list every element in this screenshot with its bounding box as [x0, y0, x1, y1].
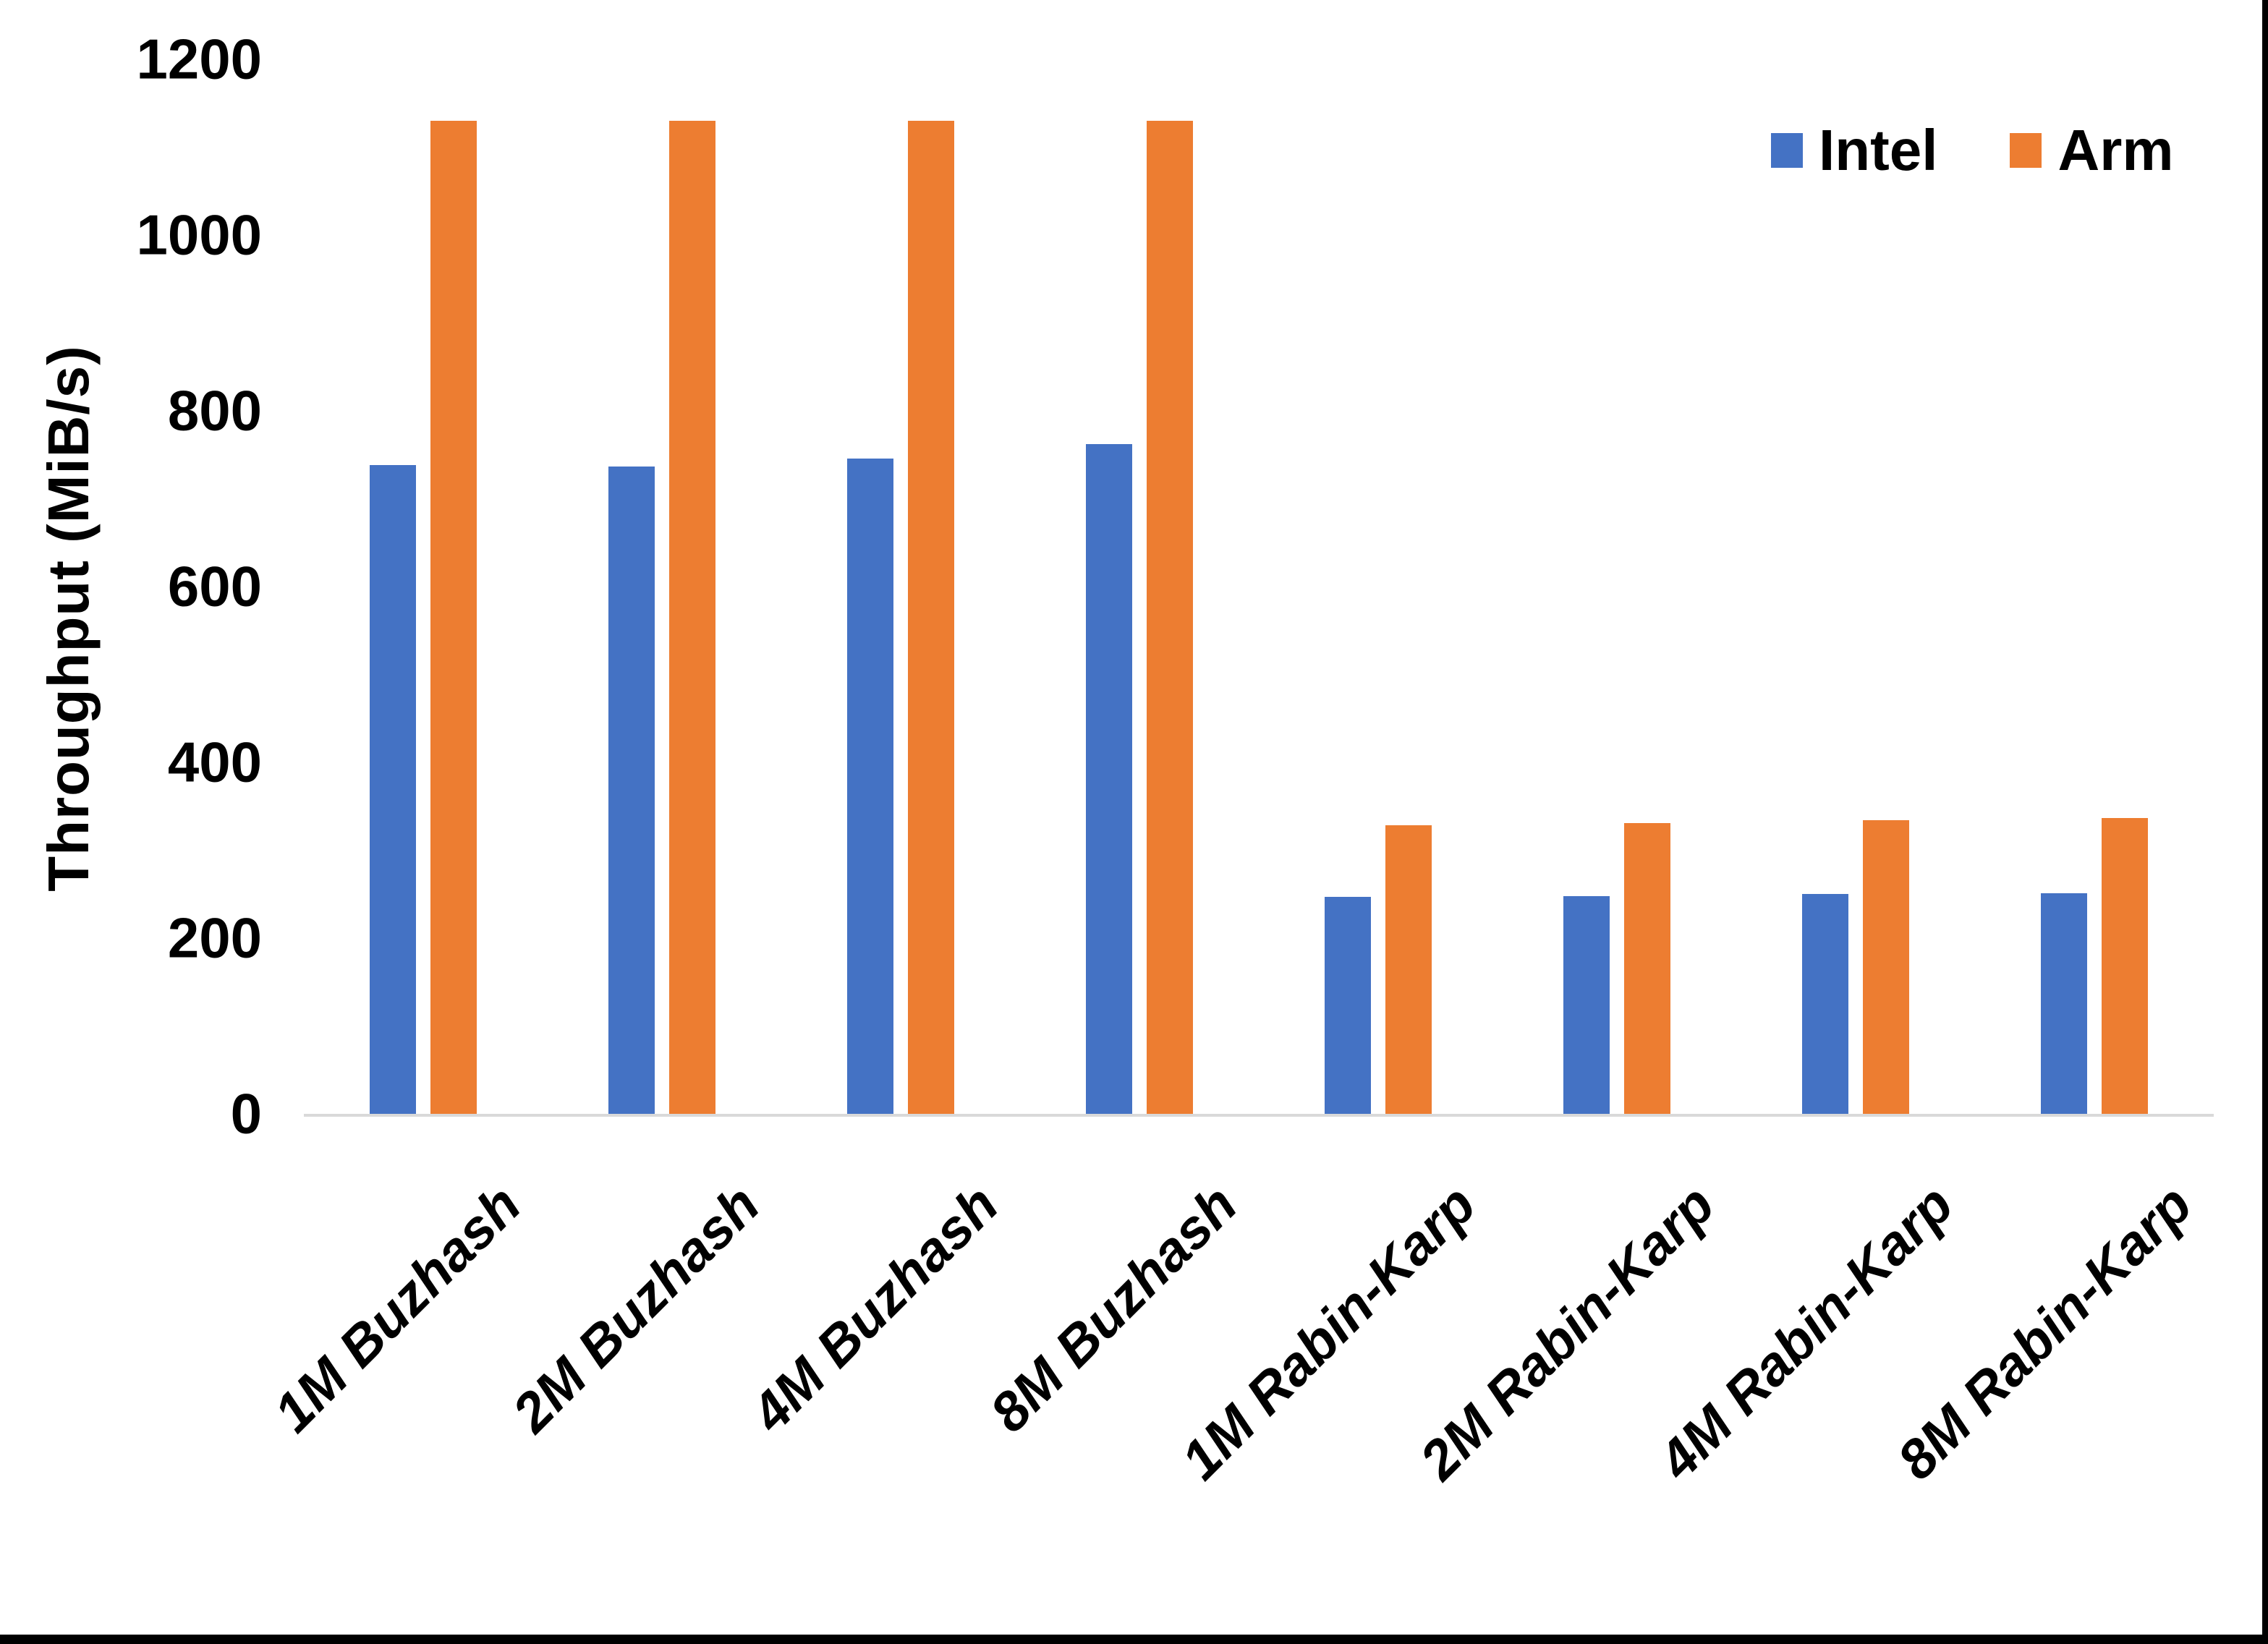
legend-swatch-arm	[2010, 133, 2042, 168]
bar-intel-1m-rabin-karp	[1325, 896, 1371, 1114]
plot-area	[304, 59, 2214, 1117]
x-axis-category-label: 2M Buzhash	[501, 1173, 771, 1444]
bar-arm-4m-buzhash	[908, 121, 954, 1114]
bar-intel-1m-buzhash	[370, 465, 416, 1114]
legend-label-arm: Arm	[2057, 118, 2174, 182]
legend-item-intel: Intel	[1771, 122, 1937, 179]
bar-arm-1m-buzhash	[430, 121, 477, 1114]
bar-intel-2m-rabin-karp	[1563, 895, 1610, 1114]
y-tick-label-0: 0	[230, 1081, 262, 1146]
bar-intel-8m-buzhash	[1086, 444, 1132, 1114]
bar-arm-8m-rabin-karp	[2102, 817, 2148, 1114]
window-edge-bottom	[0, 1635, 2268, 1644]
bar-arm-4m-rabin-karp	[1863, 820, 1909, 1114]
bar-intel-4m-buzhash	[847, 458, 893, 1114]
x-axis-category-label: 1M Buzhash	[262, 1173, 532, 1444]
y-tick-label-1200: 1200	[136, 27, 262, 91]
x-axis-category-label: 4M Buzhash	[739, 1173, 1010, 1444]
y-tick-label-600: 600	[167, 554, 262, 618]
legend: Intel Arm	[1771, 122, 2174, 179]
bar-arm-2m-buzhash	[669, 121, 715, 1114]
y-tick-label-400: 400	[167, 730, 262, 794]
bar-arm-1m-rabin-karp	[1385, 825, 1432, 1114]
bar-arm-2m-rabin-karp	[1624, 822, 1670, 1114]
y-tick-label-200: 200	[167, 906, 262, 970]
legend-label-intel: Intel	[1819, 118, 1938, 182]
legend-swatch-intel	[1771, 133, 1803, 168]
x-axis-category-label: 8M Buzhash	[978, 1173, 1249, 1444]
legend-item-arm: Arm	[2010, 118, 2174, 182]
y-tick-label-1000: 1000	[136, 203, 262, 267]
bar-intel-8m-rabin-karp	[2041, 893, 2087, 1114]
window-edge-right	[2262, 0, 2268, 1644]
bar-intel-2m-buzhash	[608, 466, 655, 1114]
bar-arm-8m-buzhash	[1147, 121, 1193, 1114]
y-tick-label-800: 800	[167, 378, 262, 443]
bar-intel-4m-rabin-karp	[1802, 894, 1848, 1114]
x-axis-line	[304, 1114, 2214, 1117]
